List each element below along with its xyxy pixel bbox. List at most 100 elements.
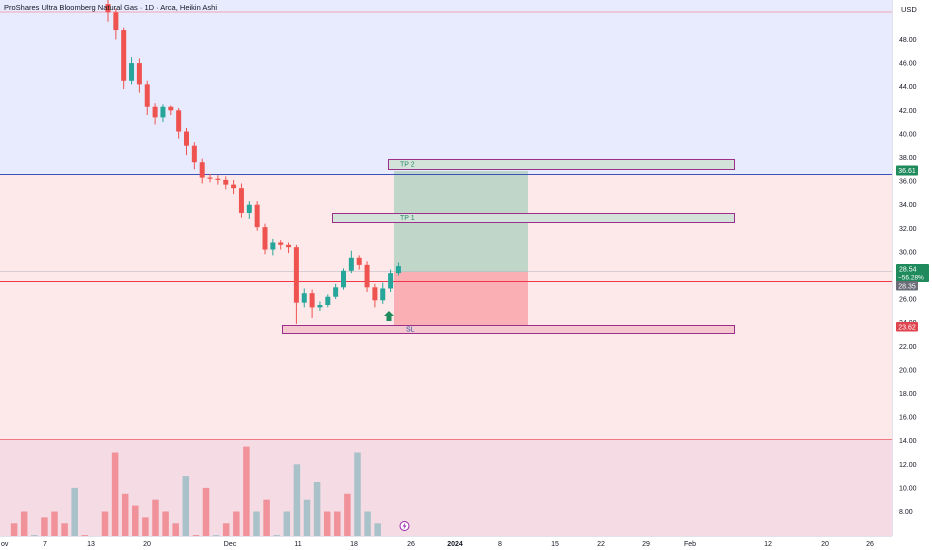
time-axis[interactable] bbox=[0, 536, 932, 550]
volume-bar bbox=[263, 499, 270, 536]
volume-bar bbox=[323, 511, 331, 536]
last-price-tag: 28.54 −56.28% bbox=[896, 264, 929, 282]
time-tick-label: 20 bbox=[821, 541, 829, 548]
candle bbox=[395, 262, 401, 276]
candle bbox=[246, 201, 252, 219]
time-tick-label: 15 bbox=[551, 541, 559, 548]
candle bbox=[356, 255, 362, 270]
volume-bar bbox=[344, 493, 351, 536]
candle bbox=[238, 183, 244, 218]
price-tick-label: 14.00 bbox=[899, 438, 917, 445]
sl-label: SL bbox=[406, 327, 415, 334]
candle bbox=[215, 175, 221, 185]
price-tick-label: 20.00 bbox=[899, 367, 917, 374]
volume-bar bbox=[334, 511, 341, 536]
candle bbox=[278, 240, 284, 250]
candle bbox=[262, 223, 268, 255]
volume-bars bbox=[0, 446, 381, 548]
volume-bar bbox=[172, 523, 179, 536]
price-tick-label: 8.00 bbox=[899, 509, 913, 516]
flash-event-icon[interactable] bbox=[399, 521, 410, 531]
candle bbox=[199, 158, 205, 184]
time-tick-label: 18 bbox=[350, 541, 358, 548]
candle bbox=[341, 268, 346, 290]
volume-bar bbox=[253, 511, 260, 536]
volume-bar bbox=[364, 511, 371, 536]
candle bbox=[191, 142, 197, 170]
svg-text:28.35: 28.35 bbox=[898, 283, 916, 290]
candle bbox=[286, 242, 292, 254]
time-tick-label: 8 bbox=[498, 541, 502, 548]
candle bbox=[348, 250, 354, 274]
time-tick-label: Dec bbox=[224, 541, 237, 548]
candle bbox=[160, 104, 166, 123]
volume-bar bbox=[243, 446, 250, 536]
time-tick-label: 20 bbox=[143, 541, 151, 548]
tp2-box[interactable]: TP 2 bbox=[388, 159, 735, 170]
candle bbox=[223, 176, 229, 190]
candle bbox=[207, 174, 213, 183]
tp1-box[interactable]: TP 1 bbox=[332, 213, 735, 223]
volume-bar bbox=[374, 523, 381, 536]
price-tick-label: 26.00 bbox=[899, 297, 917, 304]
symbol-title[interactable]: ProShares Ultra Bloomberg Natural Gas · … bbox=[4, 3, 217, 12]
volume-bar bbox=[51, 511, 58, 536]
buy-arrow-icon bbox=[384, 311, 394, 321]
candle bbox=[144, 80, 150, 116]
candlesticks bbox=[105, 0, 401, 324]
candle bbox=[176, 107, 182, 139]
sl-box[interactable]: SL bbox=[282, 325, 735, 334]
price-axis-ticks: 48.00 46.00 44.00 42.00 40.00 38.00 36.00 34.00… bbox=[899, 37, 917, 516]
volume-bar bbox=[152, 499, 159, 536]
svg-text:28.54: 28.54 bbox=[899, 267, 917, 274]
time-tick-label: 26 bbox=[866, 541, 874, 548]
entry-price-tag: 28.35 bbox=[896, 281, 918, 291]
price-tick-label: 40.00 bbox=[899, 131, 917, 138]
volume-bar bbox=[81, 535, 89, 537]
stop-zone[interactable] bbox=[394, 272, 528, 326]
volume-bar bbox=[31, 535, 38, 537]
volume-bar bbox=[293, 464, 301, 536]
candle bbox=[309, 289, 315, 318]
time-tick-label: 11 bbox=[294, 541, 301, 548]
price-tick-label: 22.00 bbox=[899, 344, 917, 351]
candle bbox=[152, 103, 158, 125]
time-tick-label: ov bbox=[1, 541, 9, 548]
time-tick-label: 26 bbox=[407, 541, 415, 548]
time-tick-label: 29 bbox=[642, 541, 650, 548]
volume-bar bbox=[222, 523, 230, 536]
price-tick-label: 48.00 bbox=[899, 37, 917, 44]
volume-zone-band bbox=[0, 440, 892, 540]
price-tick-label: 44.00 bbox=[899, 84, 917, 91]
volume-bar bbox=[283, 511, 291, 536]
candle bbox=[388, 269, 394, 293]
volume-bar bbox=[20, 511, 28, 536]
candle bbox=[301, 288, 307, 308]
candle bbox=[113, 8, 119, 40]
svg-text:36.61: 36.61 bbox=[898, 168, 916, 175]
candle bbox=[136, 58, 142, 93]
candle bbox=[333, 283, 339, 300]
sl-price-tag: 23.62 bbox=[896, 322, 918, 332]
svg-text:23.62: 23.62 bbox=[898, 324, 916, 331]
tp2-price-tag: 36.61 bbox=[896, 165, 918, 176]
time-tick-label: 12 bbox=[764, 541, 772, 548]
price-tick-label: 12.00 bbox=[899, 462, 917, 469]
time-tick-label: 13 bbox=[87, 541, 95, 548]
volume-bar bbox=[233, 511, 240, 536]
volume-bar bbox=[354, 452, 361, 536]
price-tick-label: 18.00 bbox=[899, 391, 917, 398]
candle bbox=[293, 244, 299, 324]
tp1-label: TP 1 bbox=[400, 215, 415, 222]
volume-bar bbox=[142, 517, 149, 536]
volume-bar bbox=[182, 476, 190, 536]
time-axis-labels: ov 7 13 20 Dec 11 18 26 2024 8 15 22 29 Feb 12 20 26 bbox=[1, 541, 874, 548]
tp2-label: TP 2 bbox=[400, 162, 415, 169]
volume-bar bbox=[212, 535, 220, 537]
volume-bar bbox=[273, 535, 280, 537]
time-tick-label: Feb bbox=[684, 541, 696, 548]
candle bbox=[254, 201, 260, 231]
price-tick-label: 36.00 bbox=[899, 179, 917, 186]
